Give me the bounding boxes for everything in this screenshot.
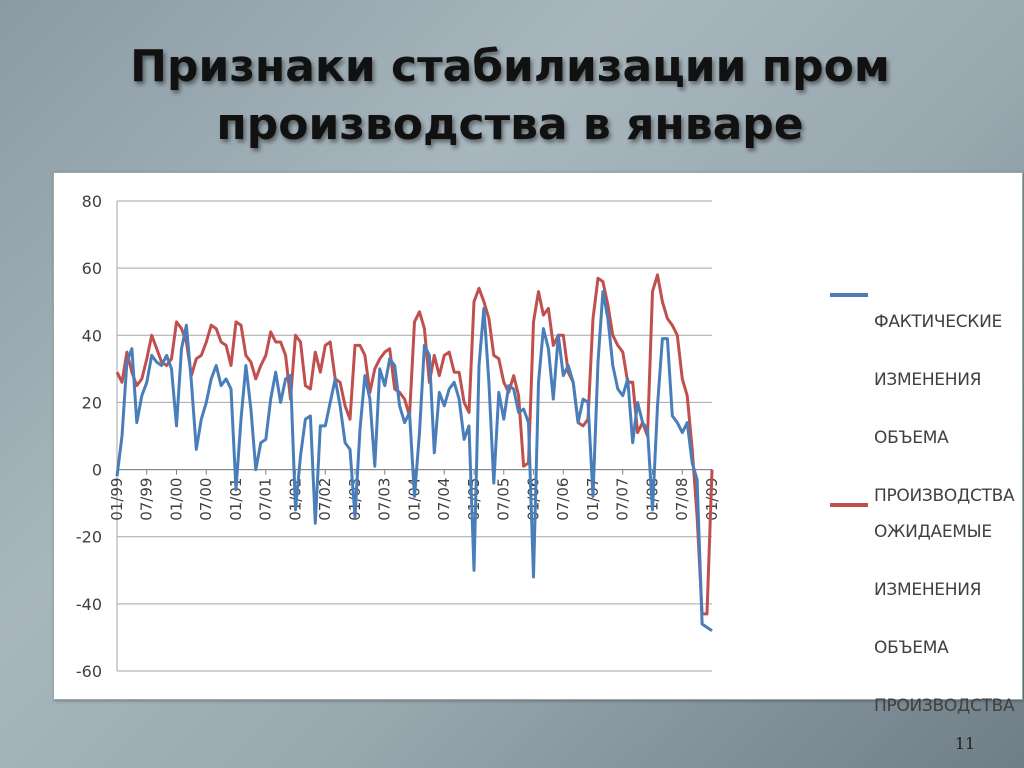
slide-title: Признаки стабилизации пром производства …	[60, 38, 960, 154]
x-tick-label: 01/04	[406, 478, 424, 521]
y-tick-labels: 80 60 40 20 0 -20 -40 -60	[76, 192, 102, 681]
legend-label-actual-line-1: ФАКТИЧЕСКИЕ	[874, 312, 1002, 332]
x-tick-label: 01/00	[168, 478, 186, 521]
y-tick-label: 40	[82, 326, 102, 345]
x-tick-label: 01/01	[227, 478, 245, 521]
axes	[116, 201, 713, 671]
series-line-expected	[115, 273, 714, 616]
legend-label-expected: ОЖИДАЕМЫЕ ИЗМЕНЕНИЯ ОБЪЕМА ПРОИЗВОДСТВА	[874, 489, 1024, 750]
x-tick-label: 01/06	[525, 478, 543, 521]
grid-lines	[117, 200, 712, 672]
x-tick-label: 07/02	[316, 478, 334, 521]
x-tick-label: 07/99	[138, 478, 156, 521]
y-tick-label: -60	[76, 662, 102, 681]
series-line-actual	[115, 290, 713, 632]
y-tick-label: -40	[76, 595, 102, 614]
page-number: 11	[954, 734, 976, 753]
legend-swatch-actual	[830, 293, 868, 297]
legend-label-actual: ФАКТИЧЕСКИЕ ИЗМЕНЕНИЯ ОБЪЕМА ПРОИЗВОДСТВ…	[874, 279, 1024, 540]
x-tick-label: 07/07	[614, 478, 632, 521]
x-tick-label: 07/01	[257, 478, 275, 521]
slide-title-line-2: производства в январе	[216, 99, 804, 150]
x-tick-label: 07/04	[435, 478, 453, 521]
y-tick-label: 60	[82, 259, 102, 278]
legend-label-actual-line-2: ИЗМЕНЕНИЯ	[874, 370, 982, 390]
x-tick-label: 01/07	[584, 478, 602, 521]
x-tick-label: 07/05	[495, 478, 513, 521]
x-tick-label: 07/00	[197, 478, 215, 521]
y-tick-label: 20	[82, 393, 102, 412]
legend-label-expected-line-2: ИЗМЕНЕНИЯ	[874, 580, 982, 600]
x-tick-label: 01/05	[465, 478, 483, 521]
legend-entry-actual: ФАКТИЧЕСКИЕ ИЗМЕНЕНИЯ ОБЪЕМА ПРОИЗВОДСТВ…	[830, 279, 1024, 540]
series-lines	[115, 273, 714, 632]
legend-label-actual-line-4: ПРОИЗВОДСТВА	[874, 486, 1015, 506]
x-tick-label: 07/06	[554, 478, 572, 521]
x-tick-label: 07/08	[673, 478, 691, 521]
legend-swatch-expected	[830, 503, 868, 507]
y-tick-label: 0	[92, 461, 102, 480]
x-tick-labels: 01/99 07/99 01/00 07/00 01/01 07/01 01/02 07/02…	[108, 478, 721, 521]
slide-title-line-1: Признаки стабилизации пром	[130, 41, 890, 92]
y-tick-label: -20	[76, 528, 102, 547]
legend-entry-expected: ОЖИДАЕМЫЕ ИЗМЕНЕНИЯ ОБЪЕМА ПРОИЗВОДСТВА	[830, 489, 1024, 750]
x-tick-label: 07/03	[376, 478, 394, 521]
y-tick-label: 80	[82, 192, 102, 211]
x-tick-label: 01/99	[108, 478, 126, 521]
legend-label-actual-line-3: ОБЪЕМА	[874, 428, 949, 448]
legend-label-expected-line-4: ПРОИЗВОДСТВА	[874, 696, 1015, 716]
line-chart: 80 60 40 20 0 -20 -40 -60 01/99 07/99 01/00 07/00 0…	[76, 192, 721, 681]
chart-panel: 80 60 40 20 0 -20 -40 -60 01/99 07/99 01/00 07/00 0…	[53, 172, 1024, 716]
legend-label-expected-line-3: ОБЪЕМА	[874, 638, 949, 658]
legend-label-expected-line-1: ОЖИДАЕМЫЕ	[874, 522, 992, 542]
